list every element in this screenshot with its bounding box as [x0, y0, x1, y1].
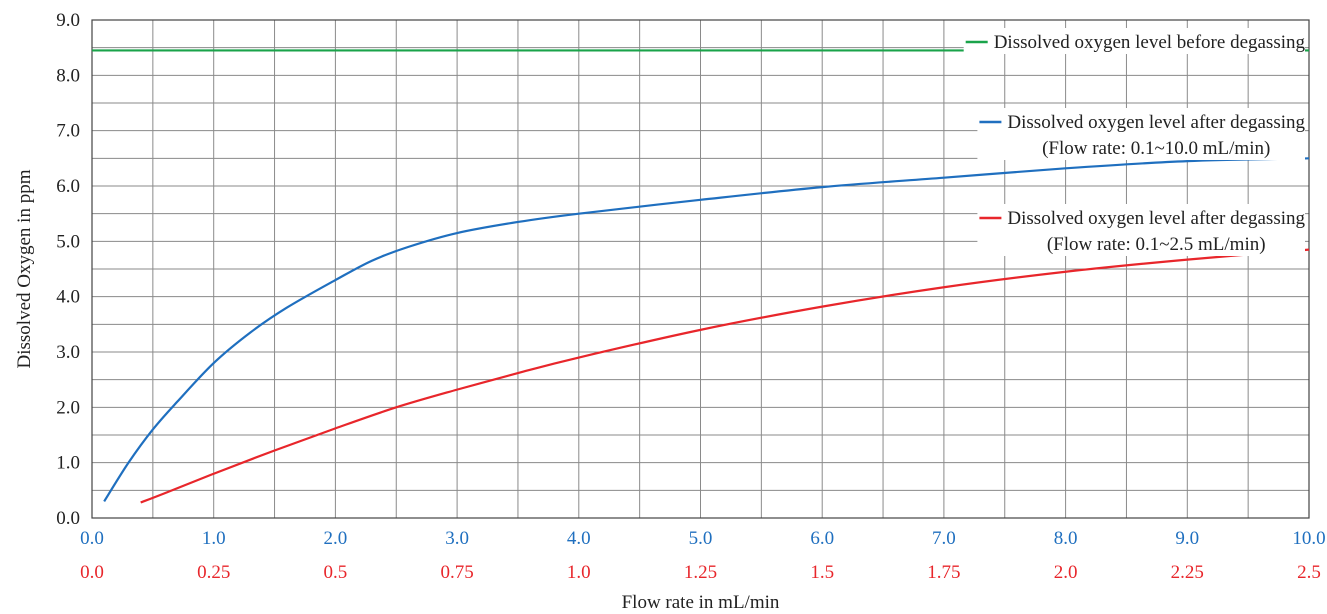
x-axis-ticks-primary: 0.0 1.0 2.0 3.0 4.0 5.0 6.0 7.0 8.0 9.0 10.0 [80, 528, 1326, 549]
x-tick-label-secondary: 0.5 [324, 562, 348, 583]
y-tick-label: 5.0 [56, 231, 80, 252]
legend-label-sub: (Flow rate: 0.1~2.5 mL/min) [1047, 234, 1266, 255]
y-tick-label: 2.0 [56, 397, 80, 418]
series-line-after-degassing-2-5 [140, 248, 1310, 504]
y-axis-ticks: 0.0 1.0 2.0 3.0 4.0 5.0 6.0 7.0 8.0 9.0 [56, 10, 80, 529]
series-line-after-degassing-10 [103, 157, 1310, 502]
x-tick-label-secondary: 0.75 [440, 562, 473, 583]
x-tick-label-secondary: 2.0 [1054, 562, 1078, 583]
x-axis-ticks-secondary: 0.0 0.25 0.5 0.75 1.0 1.25 1.5 1.75 2.0 2.25 2.5 [80, 562, 1321, 583]
x-tick-label-primary: 5.0 [689, 528, 713, 549]
y-tick-label: 9.0 [56, 10, 80, 31]
x-tick-label-primary: 8.0 [1054, 528, 1078, 549]
legend-label: Dissolved oxygen level after degassing [1007, 208, 1305, 229]
y-tick-label: 7.0 [56, 121, 80, 142]
legend-background [977, 204, 1305, 256]
x-tick-label-primary: 4.0 [567, 528, 591, 549]
x-tick-label-primary: 2.0 [324, 528, 348, 549]
x-tick-label-secondary: 0.25 [197, 562, 230, 583]
y-tick-label: 0.0 [56, 508, 80, 529]
x-tick-label-secondary: 2.5 [1297, 562, 1321, 583]
x-tick-label-primary: 3.0 [445, 528, 469, 549]
y-tick-label: 1.0 [56, 453, 80, 474]
x-tick-label-primary: 9.0 [1175, 528, 1199, 549]
legend-after-degassing-2-5: Dissolved oxygen level after degassing (F… [977, 204, 1305, 256]
x-tick-label-secondary: 2.25 [1171, 562, 1204, 583]
legend-label-sub: (Flow rate: 0.1~10.0 mL/min) [1042, 138, 1270, 159]
x-tick-label-primary: 10.0 [1292, 528, 1325, 549]
legend-label: Dissolved oxygen level before degassing [994, 32, 1306, 53]
x-tick-label-secondary: 1.25 [684, 562, 717, 583]
legend-before-degassing: Dissolved oxygen level before degassing [963, 28, 1306, 54]
x-tick-label-primary: 6.0 [810, 528, 834, 549]
chart-legend: Dissolved oxygen level before degassing D… [963, 28, 1306, 256]
y-tick-label: 4.0 [56, 287, 80, 308]
y-tick-label: 3.0 [56, 342, 80, 363]
chart-grid [91, 19, 1310, 519]
x-tick-label-secondary: 1.75 [927, 562, 960, 583]
x-tick-label-primary: 7.0 [932, 528, 956, 549]
x-tick-label-secondary: 1.5 [810, 562, 834, 583]
y-axis-title: Dissolved Oxygen in ppm [14, 169, 35, 368]
x-tick-label-primary: 1.0 [202, 528, 226, 549]
x-axis-title: Flow rate in mL/min [622, 592, 780, 613]
x-tick-label-secondary: 0.0 [80, 562, 104, 583]
legend-after-degassing-10: Dissolved oxygen level after degassing (F… [977, 108, 1305, 160]
plot-frame [91, 19, 1310, 519]
y-tick-label: 8.0 [56, 65, 80, 86]
legend-background [977, 108, 1305, 160]
x-tick-label-secondary: 1.0 [567, 562, 591, 583]
x-tick-label-primary: 0.0 [80, 528, 104, 549]
legend-background [963, 28, 1305, 54]
y-tick-label: 6.0 [56, 176, 80, 197]
legend-label: Dissolved oxygen level after degassing [1007, 112, 1305, 133]
